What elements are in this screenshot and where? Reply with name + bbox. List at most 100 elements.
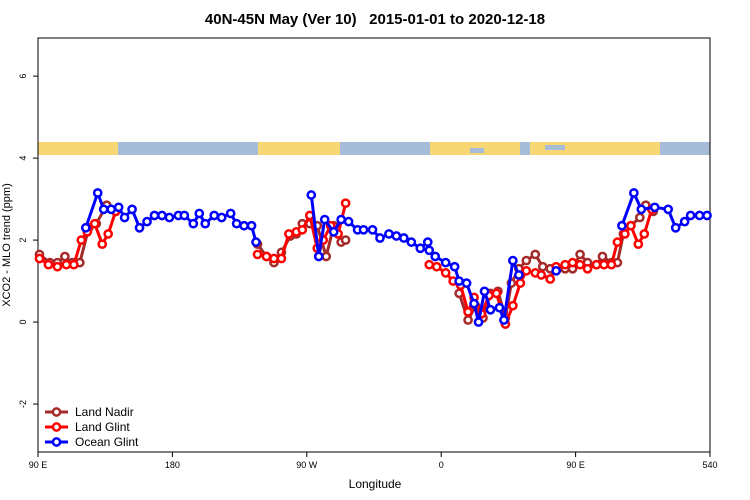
data-point xyxy=(328,227,339,237)
x-tick-label: 0 xyxy=(439,460,444,470)
data-point xyxy=(422,237,433,247)
data-point xyxy=(634,212,645,223)
data-point xyxy=(225,208,236,219)
data-point xyxy=(164,212,175,223)
y-tick-label: 2 xyxy=(18,238,28,243)
data-point xyxy=(537,261,548,272)
data-point xyxy=(375,233,385,243)
data-point xyxy=(597,251,608,262)
data-point xyxy=(119,212,130,223)
data-point xyxy=(575,249,585,260)
data-point xyxy=(231,218,242,229)
data-point xyxy=(269,253,279,264)
legend-marker xyxy=(51,407,62,417)
data-point xyxy=(391,231,402,241)
data-point xyxy=(34,253,45,264)
data-point xyxy=(485,304,496,315)
data-point xyxy=(97,239,108,250)
data-point xyxy=(313,251,324,262)
data-point xyxy=(440,257,451,268)
data-point xyxy=(628,188,639,198)
data-point xyxy=(479,286,490,297)
data-point xyxy=(179,210,190,221)
data-point xyxy=(670,222,681,233)
data-point xyxy=(514,270,524,280)
data-point xyxy=(521,255,532,266)
y-tick-label: 6 xyxy=(18,74,28,79)
data-point xyxy=(515,278,526,288)
data-point xyxy=(560,259,570,270)
data-point xyxy=(68,259,79,270)
data-point xyxy=(620,229,630,239)
x-axis-label: Longitude xyxy=(349,477,402,491)
data-point xyxy=(415,243,426,254)
data-point xyxy=(567,257,578,268)
chart-title: 40N-45N May (Ver 10) 2015-01-01 to 2020-… xyxy=(205,11,545,28)
data-point xyxy=(306,190,317,200)
y-tick-label: -2 xyxy=(18,400,28,408)
legend-label: Land Nadir xyxy=(75,405,134,419)
data-point xyxy=(239,220,249,231)
data-point xyxy=(494,302,505,313)
data-point xyxy=(575,259,585,270)
data-point xyxy=(98,204,109,215)
data-point xyxy=(127,204,137,215)
data-point xyxy=(530,249,541,260)
data-point xyxy=(209,210,220,221)
plot-frame xyxy=(37,37,711,453)
data-point xyxy=(461,278,472,288)
data-point xyxy=(343,216,354,227)
data-point xyxy=(508,300,518,311)
data-point xyxy=(685,210,696,221)
data-point xyxy=(61,259,72,270)
x-tick-label: 540 xyxy=(702,460,717,470)
data-point xyxy=(449,261,460,272)
data-point xyxy=(134,222,145,233)
data-point xyxy=(194,208,205,219)
data-point xyxy=(431,261,442,272)
legend-marker xyxy=(51,422,62,432)
data-point xyxy=(251,237,261,247)
y-tick-label: 4 xyxy=(18,156,28,161)
legend-marker xyxy=(51,437,62,447)
data-point xyxy=(149,210,160,221)
data-point xyxy=(216,212,227,223)
data-point xyxy=(252,249,263,260)
data-point xyxy=(340,235,351,245)
data-point xyxy=(424,245,435,256)
data-point xyxy=(358,224,369,235)
data-point xyxy=(663,204,674,215)
data-point xyxy=(106,204,117,215)
data-point xyxy=(399,233,409,243)
data-point xyxy=(617,220,627,231)
data-point xyxy=(694,210,705,221)
data-point xyxy=(633,239,644,250)
data-point xyxy=(92,188,103,198)
data-point xyxy=(473,317,484,327)
data-point xyxy=(649,202,660,213)
x-tick-label: 90 E xyxy=(566,460,585,470)
data-point xyxy=(321,251,332,262)
data-point xyxy=(200,218,211,229)
data-point xyxy=(639,229,650,239)
legend-label: Land Glint xyxy=(75,420,130,434)
data-point xyxy=(297,224,308,235)
y-axis-label: XCO2 - MLO trend (ppm) xyxy=(1,183,13,306)
data-point xyxy=(551,265,562,276)
x-tick-label: 180 xyxy=(165,460,180,470)
data-point xyxy=(89,218,100,229)
data-point xyxy=(157,210,167,221)
data-point xyxy=(103,229,114,239)
data-point xyxy=(384,229,394,239)
data-point xyxy=(76,235,87,245)
data-point xyxy=(582,263,593,274)
data-point xyxy=(284,229,294,239)
data-point xyxy=(406,237,417,247)
data-point xyxy=(80,222,91,233)
data-point xyxy=(52,261,63,272)
data-point xyxy=(702,210,712,221)
data-point xyxy=(276,253,287,264)
data-point xyxy=(536,270,547,280)
